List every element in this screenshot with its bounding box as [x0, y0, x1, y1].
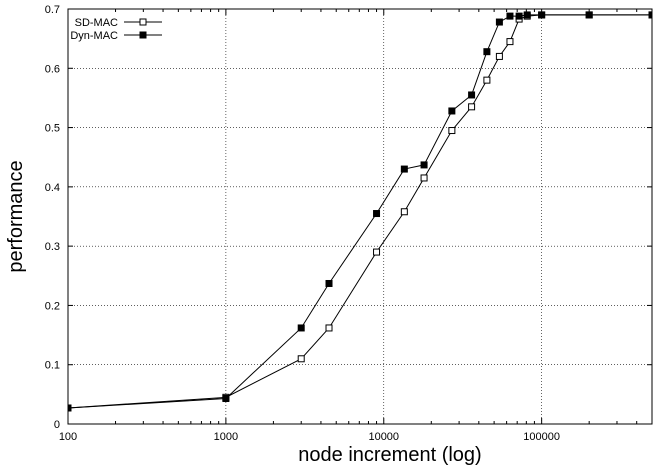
- y-tick-label: 0.6: [45, 63, 60, 75]
- data-point: [297, 355, 305, 363]
- data-point: [648, 11, 652, 19]
- y-axis-label: performance: [5, 160, 27, 272]
- data-point: [506, 38, 514, 46]
- series-layer: [68, 11, 652, 412]
- data-point: [373, 210, 381, 218]
- x-tick-label: 10000: [368, 431, 399, 443]
- data-point: [515, 12, 523, 20]
- y-tick-label: 0.1: [45, 360, 60, 372]
- data-point: [400, 165, 408, 173]
- series-line: [68, 14, 652, 409]
- data-point: [538, 11, 546, 19]
- y-tick-label: 0.7: [45, 4, 60, 16]
- data-point: [68, 404, 72, 412]
- data-point: [506, 12, 514, 20]
- legend-marker: [139, 18, 147, 26]
- data-point: [468, 91, 476, 99]
- legend-marker: [139, 31, 147, 39]
- data-point: [222, 395, 230, 403]
- y-tick-label: 0: [54, 419, 60, 431]
- y-tick-label: 0.5: [45, 123, 60, 135]
- series-line: [68, 14, 652, 409]
- data-point: [400, 208, 408, 216]
- data-point: [585, 11, 593, 19]
- data-point: [420, 174, 428, 182]
- data-point: [420, 161, 428, 169]
- x-tick-label: 100000: [523, 431, 560, 443]
- series-dyn-mac: [68, 11, 652, 412]
- data-point: [468, 103, 476, 111]
- x-tick-label: 100: [59, 431, 77, 443]
- data-point: [483, 48, 491, 56]
- y-tick-label: 0.3: [45, 241, 60, 253]
- data-point: [523, 11, 531, 19]
- legend-label: Dyn-MAC: [70, 30, 118, 42]
- data-point: [297, 324, 305, 332]
- grid-lines: [68, 9, 652, 424]
- legend-label: SD-MAC: [75, 17, 118, 29]
- y-tick-label: 0.4: [45, 182, 60, 194]
- x-axis-label: node increment (log): [298, 444, 481, 465]
- data-point: [448, 127, 456, 135]
- plot-frame: [67, 8, 653, 425]
- x-tick-label: 1000: [214, 431, 238, 443]
- data-point: [325, 279, 333, 287]
- data-point: [483, 76, 491, 84]
- data-point: [373, 248, 381, 256]
- y-tick-label: 0.2: [45, 300, 60, 312]
- data-point: [495, 18, 503, 26]
- data-point: [448, 107, 456, 115]
- axis-ticks: 0 0.1 0.2 0.3 0.4 0.5 0.6 0.7 100 1000 10000 100000: [45, 4, 653, 443]
- data-point: [495, 52, 503, 60]
- data-point: [325, 324, 333, 332]
- series-sd-mac: [68, 11, 652, 412]
